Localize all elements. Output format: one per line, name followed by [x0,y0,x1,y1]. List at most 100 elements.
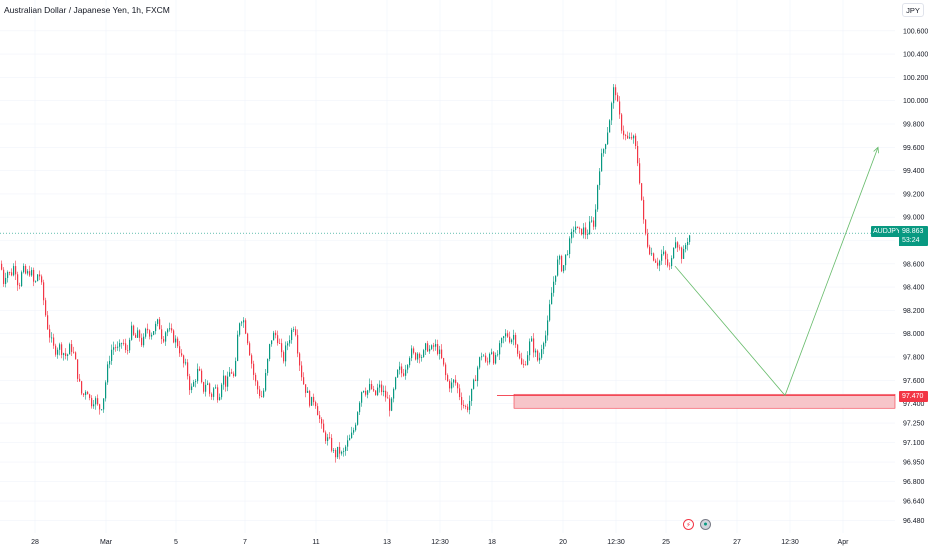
candle-body [619,101,621,115]
candle-body [203,382,205,392]
candle-body [683,249,685,259]
candle-body [349,438,351,441]
candle-body [205,384,207,392]
candle-body [541,349,543,358]
candle-body [273,332,275,341]
candle-body [409,358,411,366]
candle-body [313,396,315,403]
candle-body [41,276,43,283]
candle-body [351,432,353,439]
price-tick-label: 97.100 [903,440,925,447]
candle-body [579,228,581,229]
time-tick-label: 12:30 [607,539,625,546]
candle-body [149,330,151,337]
support-level-tag: 97.470 [899,391,928,402]
candle-body [439,349,441,354]
candle-body [233,373,235,377]
candle-body [505,333,507,337]
candle-body [395,377,397,389]
candle-body [251,355,253,364]
price-tick-label: 100.000 [903,98,928,105]
bar-countdown: 53:24 [902,237,920,244]
candle-body [445,364,447,376]
support-zone[interactable] [513,393,896,409]
candle-body [545,335,547,344]
candle-body [407,365,409,370]
candle-body [643,199,645,220]
candle-body [75,352,77,360]
candle-body [43,282,45,301]
candle-body [653,253,655,261]
candle-body [147,328,149,331]
candle-body [189,376,191,391]
candle-body [499,343,501,355]
time-tick-label: 5 [174,539,178,546]
candle-body [559,256,561,260]
candle-body [527,355,529,365]
candle-body [61,344,63,355]
candle-body [481,356,483,358]
candle-body [591,220,593,222]
candle-body [145,328,147,337]
candle-body [143,336,145,346]
candle-body [299,353,301,366]
candle-body [123,343,125,344]
projection-arrows[interactable] [674,146,879,396]
candle-body [497,354,499,356]
candle-body [593,220,595,227]
projection-line[interactable] [784,147,879,396]
candle-body [429,348,431,352]
candle-body [21,272,23,286]
candle-body [413,348,415,353]
candle-body [167,329,169,333]
candle-body [479,357,481,368]
candle-body [153,331,155,335]
symbol-tag: AUDJPY [871,226,903,237]
candle-body [425,343,427,351]
candle-body [483,355,485,357]
time-tick-label: 20 [559,539,567,546]
candle-body [517,344,519,354]
time-tick-label: 12:30 [781,539,799,546]
candle-body [377,387,379,396]
candle-body [585,227,587,235]
price-scale-panel[interactable] [895,0,932,550]
candle-body [245,320,247,334]
price-tick-label: 98.200 [903,308,925,315]
candle-body [393,388,395,399]
currency-button[interactable]: JPY [902,3,924,17]
candle-body [615,87,617,96]
price-tick-label: 97.250 [903,421,925,428]
candle-body [373,389,375,391]
candle-body [309,390,311,406]
candle-body [355,424,357,431]
candle-body [597,185,599,210]
lightning-icon[interactable]: ⚡ [683,519,694,530]
price-tick-label: 97.600 [903,378,925,385]
candle-body [415,352,417,360]
candle-body [669,265,671,267]
candle-body [511,339,513,343]
candle-body [263,390,265,397]
candle-body [663,251,665,255]
candle-body [403,373,405,376]
candle-body [535,350,537,353]
candle-body [665,251,667,260]
flag-icon[interactable]: ● [700,519,711,530]
candle-body [549,304,551,321]
candle-body [469,401,471,410]
candle-body [285,345,287,362]
projection-line[interactable] [674,265,786,396]
candle-body [519,353,521,359]
candle-body [213,388,215,397]
candle-body [365,390,367,395]
candle-body [431,345,433,349]
candle-body [243,320,245,323]
candle-body [513,335,515,340]
candle-body [267,358,269,373]
candle-body [185,362,187,364]
candle-body [179,346,181,354]
candle-body [515,335,517,345]
candle-body [609,120,611,133]
